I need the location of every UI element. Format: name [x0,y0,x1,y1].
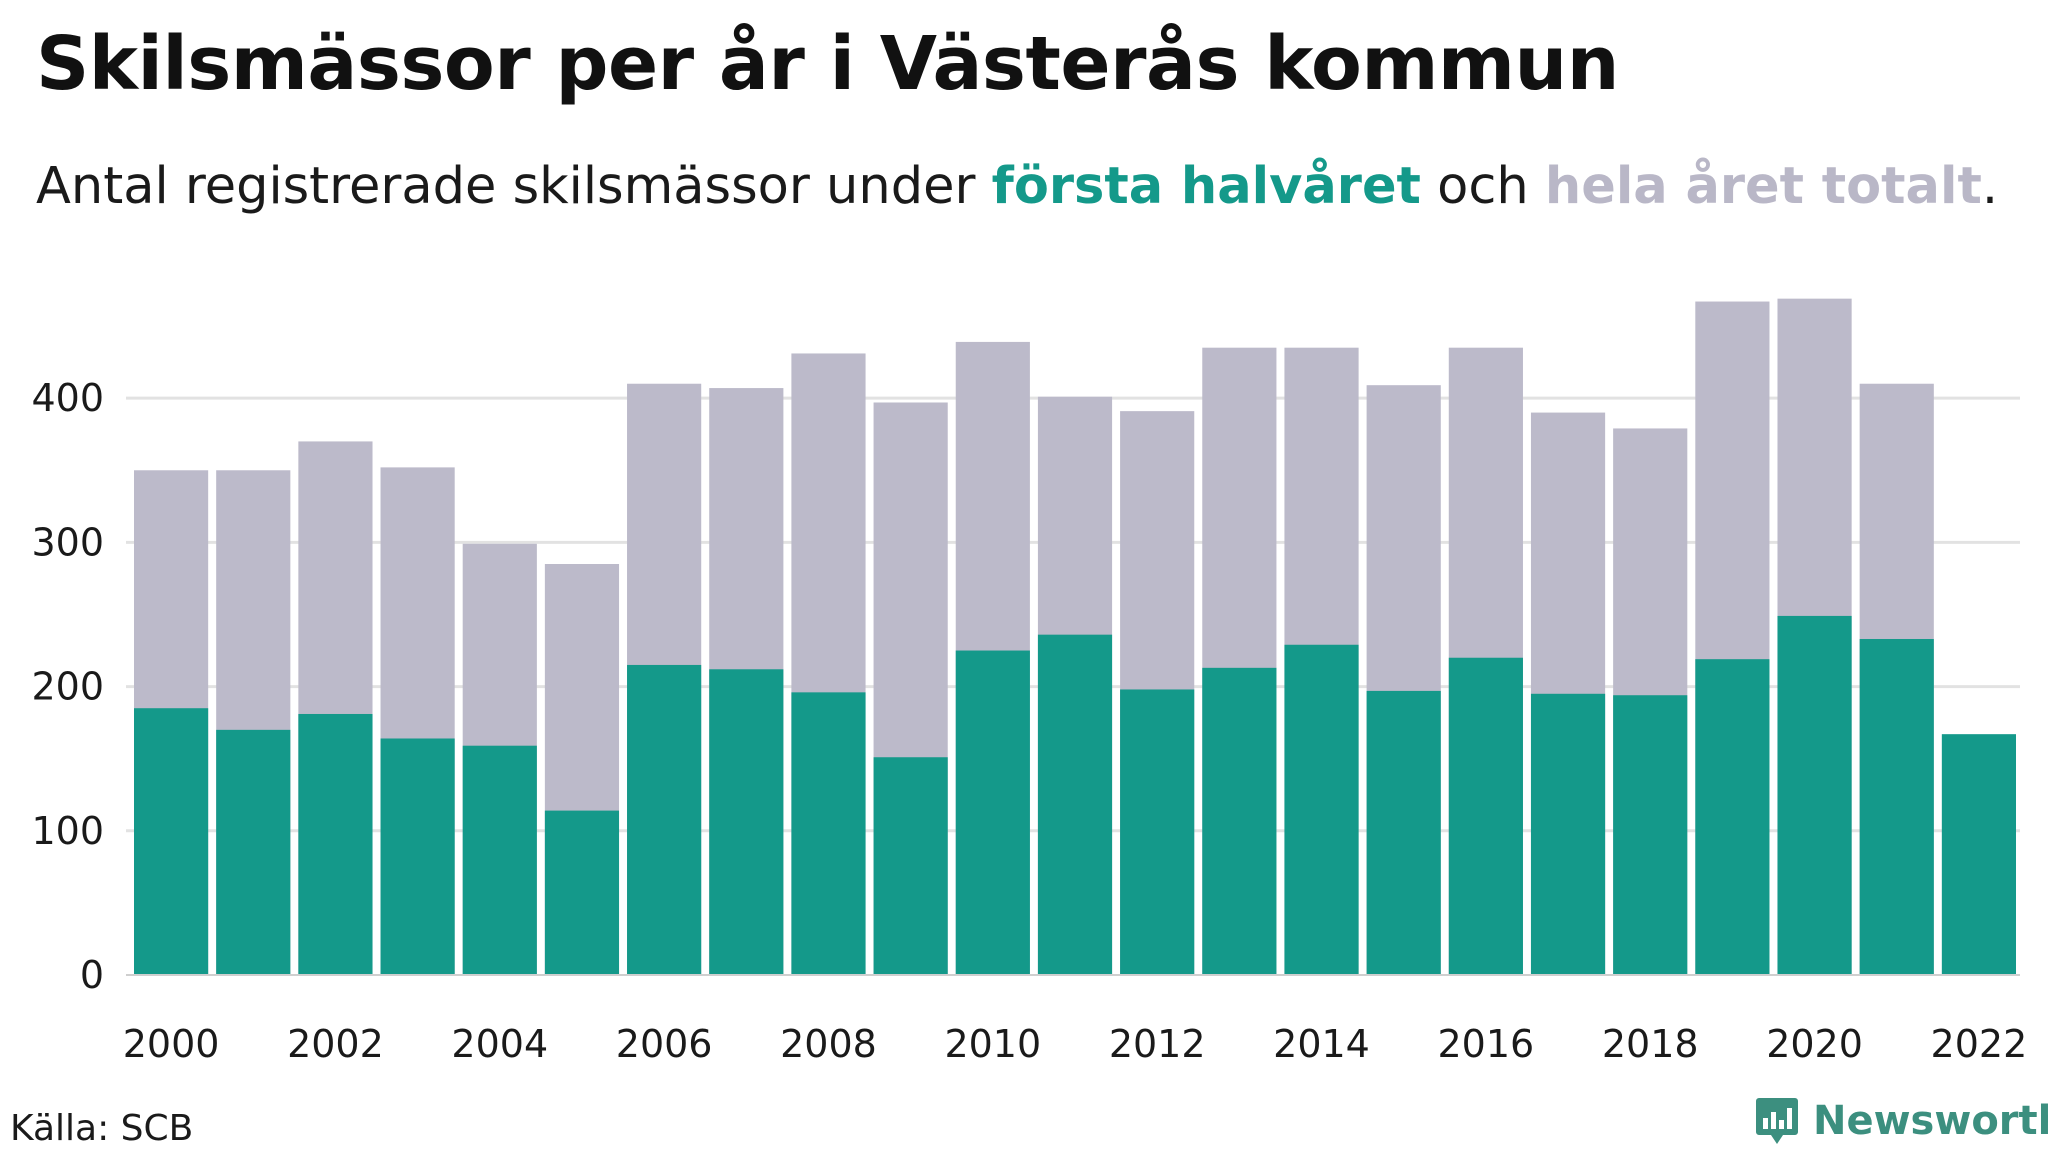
x-tick-label: 2012 [1109,1022,1206,1066]
chart-title: Skilsmässor per år i Västerås kommun [36,21,1619,107]
y-tick-label: 200 [31,665,104,709]
chart-subtitle: Antal registrerade skilsmässor under för… [36,156,1998,217]
bar-first-half [791,692,866,975]
x-tick-label: 2002 [287,1022,384,1066]
x-tick-label: 2020 [1766,1022,1863,1066]
brand-logo: Newsworthy [1755,1096,2048,1146]
bar-first-half [1859,638,1934,975]
bar-first-half [1613,695,1688,975]
newsworthy-logo-icon [1756,1098,1798,1144]
bar-first-half [627,664,702,975]
bar-first-half [873,757,948,975]
bar-first-half [216,729,291,975]
bar-first-half [134,708,209,975]
brand-name: Newsworthy [1813,1098,2048,1144]
bar-first-half [380,738,455,975]
bar-first-half [1777,615,1852,975]
x-tick-label: 2008 [780,1022,877,1066]
bar-first-half [462,745,537,975]
x-tick-label: 2016 [1438,1022,1535,1066]
bar-first-half [1202,667,1277,975]
bar-first-half [1941,734,2016,975]
bar-first-half [1120,689,1195,975]
x-tick-label: 2018 [1602,1022,1699,1066]
subtitle-suffix: . [1981,157,1999,216]
bar-first-half [1530,693,1606,975]
x-tick-label: 2010 [944,1022,1041,1066]
source-note: Källa: SCB [10,1108,194,1149]
y-tick-label: 400 [31,376,104,420]
bar-first-half [1695,659,1770,975]
bar-first-half [955,650,1030,975]
x-tick-label: 2000 [123,1022,220,1066]
y-tick-label: 100 [31,809,104,853]
subtitle-middle: och [1420,157,1545,216]
subtitle-full-year-label: hela året totalt [1544,157,1982,216]
x-tick-label: 2004 [451,1022,548,1066]
bar-first-half [1366,690,1441,975]
x-tick-label: 2006 [616,1022,713,1066]
subtitle-prefix: Antal registrerade skilsmässor under [36,157,992,216]
bar-first-half [298,713,373,975]
bar-first-half [1037,634,1113,975]
subtitle-first-half-label: första halvåret [991,157,1421,216]
bar-first-half [1448,657,1523,975]
bar-first-half [1284,644,1359,975]
x-tick-label: 2022 [1931,1022,2028,1066]
bar-first-half [709,669,784,975]
y-tick-label: 300 [31,520,104,564]
x-tick-label: 2014 [1273,1022,1370,1066]
y-tick-label: 0 [80,953,104,997]
bar-first-half [544,810,620,975]
